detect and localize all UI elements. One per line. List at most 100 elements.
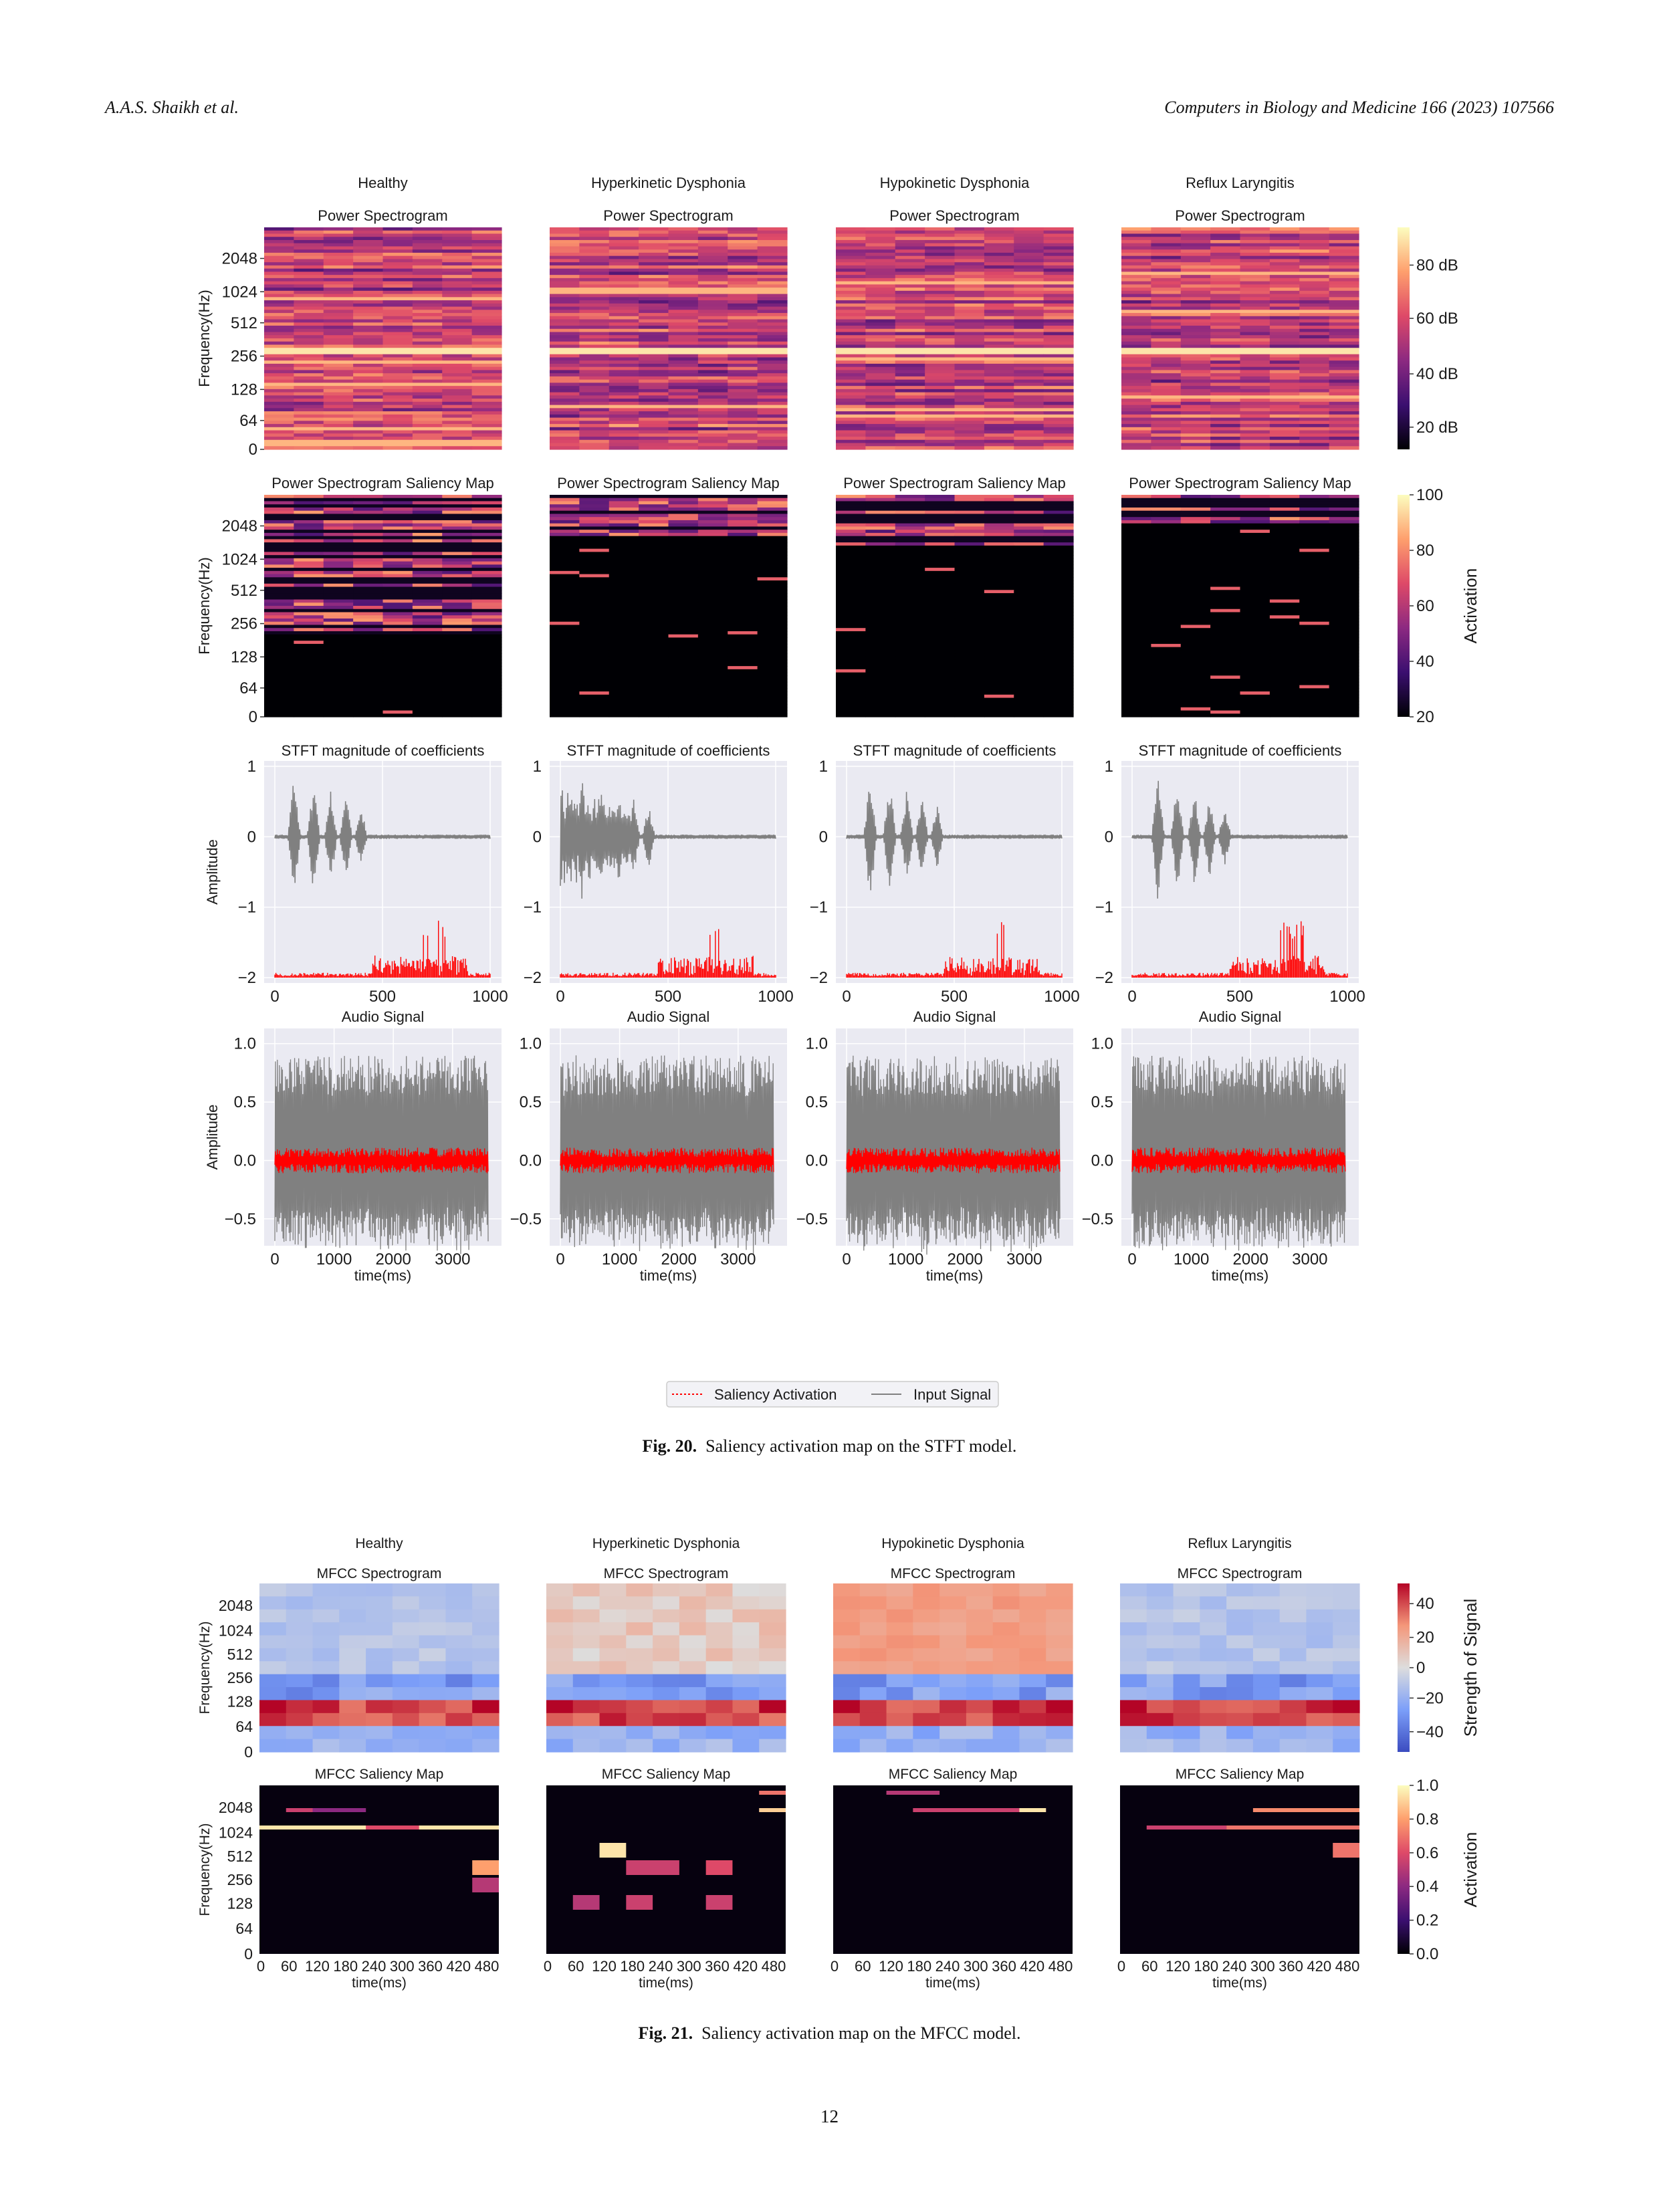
spectrogram-cell xyxy=(895,650,925,654)
spectrogram-cell xyxy=(294,704,324,708)
spectrogram-cell xyxy=(609,555,639,559)
spectrogram-cell xyxy=(697,430,728,434)
spectrogram-cell xyxy=(836,679,866,683)
spectrogram-cell xyxy=(550,663,580,667)
spectrogram-cell xyxy=(836,335,866,339)
spectrogram-cell xyxy=(1329,401,1359,406)
spectrogram-cell xyxy=(471,621,502,626)
spectrogram-cell xyxy=(668,679,699,683)
spectrogram-cell xyxy=(1180,319,1211,323)
spectrogram-cell xyxy=(1151,526,1182,530)
spectrogram-cell xyxy=(382,430,413,434)
spectrogram-cell xyxy=(323,433,354,437)
spectrogram-cell xyxy=(1329,319,1359,323)
spectrogram-cell xyxy=(442,408,473,412)
spectrogram-cell xyxy=(550,399,580,403)
spectrogram-cell xyxy=(471,259,502,263)
spectrogram-cell xyxy=(836,497,866,502)
spectrogram-cell xyxy=(1210,373,1241,377)
spectrogram-cell xyxy=(984,517,1014,521)
spectrogram-cell xyxy=(609,539,639,543)
spectrogram-cell xyxy=(984,439,1014,444)
spectrogram-cell xyxy=(954,517,985,521)
spectrogram-cell xyxy=(323,615,354,619)
spectrogram-cell xyxy=(442,249,473,253)
spectrogram-cell xyxy=(264,389,294,393)
spectrogram-cell xyxy=(925,275,956,279)
spectrogram-cell xyxy=(697,237,728,241)
spectrogram-cell xyxy=(579,643,610,648)
spectrogram-cell xyxy=(1151,252,1182,257)
spectrogram-cell xyxy=(550,230,580,235)
spectrogram-cell xyxy=(697,424,728,428)
spectrogram-cell xyxy=(865,707,896,711)
spectrogram-cell xyxy=(639,625,669,629)
spectrogram-cell xyxy=(865,252,896,257)
x-axis-label: time(ms) xyxy=(926,1267,984,1284)
spectrogram-cell xyxy=(1210,688,1241,692)
spectrogram-cell xyxy=(1269,707,1300,711)
y-tick-label: 0.5 xyxy=(520,1093,542,1111)
mfcc-cell xyxy=(286,1700,314,1714)
spectrogram-cell xyxy=(954,243,985,247)
spectrogram-cell xyxy=(294,606,324,610)
spectrogram-cell xyxy=(757,710,788,714)
spectrogram-cell xyxy=(442,552,473,556)
spectrogram-cell xyxy=(954,399,985,403)
spectrogram-cell xyxy=(984,326,1014,330)
spectrogram-cell xyxy=(1269,300,1300,304)
spectrogram-cell xyxy=(550,249,580,253)
spectrogram-cell xyxy=(1180,542,1211,546)
spectrogram-cell xyxy=(668,259,699,263)
spectrogram-cell xyxy=(609,517,639,521)
spectrogram-cell xyxy=(550,366,580,371)
spectrogram-cell xyxy=(1121,596,1151,600)
spectrogram-cell xyxy=(639,430,669,434)
spectrogram-cell xyxy=(264,246,294,250)
spectrogram-cell xyxy=(757,675,788,679)
spectrogram-cell xyxy=(757,545,788,550)
spectrogram-cell xyxy=(668,577,699,581)
spectrogram-cell xyxy=(294,249,324,253)
spectrogram-cell xyxy=(442,399,473,403)
spectrogram-cell xyxy=(954,710,985,714)
spectrogram-cell xyxy=(1240,701,1270,705)
spectrogram-cell xyxy=(1151,555,1182,559)
spectrogram-cell xyxy=(1151,370,1182,374)
spectrogram-cell xyxy=(895,669,925,673)
spectrogram-cell xyxy=(264,252,294,257)
spectrogram-cell xyxy=(442,354,473,358)
fig21-column-title: Hyperkinetic Dysphonia xyxy=(592,1536,740,1551)
spectrogram-cell xyxy=(294,542,324,546)
spectrogram-cell xyxy=(668,417,699,421)
spectrogram-cell xyxy=(954,520,985,524)
spectrogram-cell xyxy=(323,501,354,505)
spectrogram-cell xyxy=(757,596,788,600)
spectrogram-cell xyxy=(353,669,384,673)
spectrogram-cell xyxy=(836,606,866,610)
spectrogram-cell xyxy=(1269,634,1300,639)
spectrogram-cell xyxy=(757,599,788,603)
spectrogram-cell xyxy=(1240,268,1270,272)
spectrogram-cell xyxy=(264,532,294,537)
mfcc-cell xyxy=(679,1609,707,1623)
power_sal-image xyxy=(836,495,1074,717)
spectrogram-cell xyxy=(323,691,354,695)
spectrogram-cell xyxy=(264,360,294,364)
spectrogram-cell xyxy=(954,555,985,559)
spectrogram-cell xyxy=(1151,288,1182,292)
spectrogram-cell xyxy=(697,523,728,528)
spectrogram-cell xyxy=(294,446,324,450)
spectrogram-cell xyxy=(697,637,728,641)
saliency-activation-line xyxy=(274,1147,489,1174)
spectrogram-cell xyxy=(1210,570,1241,575)
spectrogram-cell xyxy=(697,530,728,534)
spectrogram-cell xyxy=(925,669,956,673)
spectrogram-cell xyxy=(1121,313,1151,317)
spectrogram-cell xyxy=(925,319,956,323)
spectrogram-cell xyxy=(925,360,956,364)
spectrogram-cell xyxy=(668,230,699,235)
mfcc-cell xyxy=(419,1700,447,1714)
spectrogram-cell xyxy=(1240,227,1270,231)
spectrogram-cell xyxy=(984,360,1014,364)
